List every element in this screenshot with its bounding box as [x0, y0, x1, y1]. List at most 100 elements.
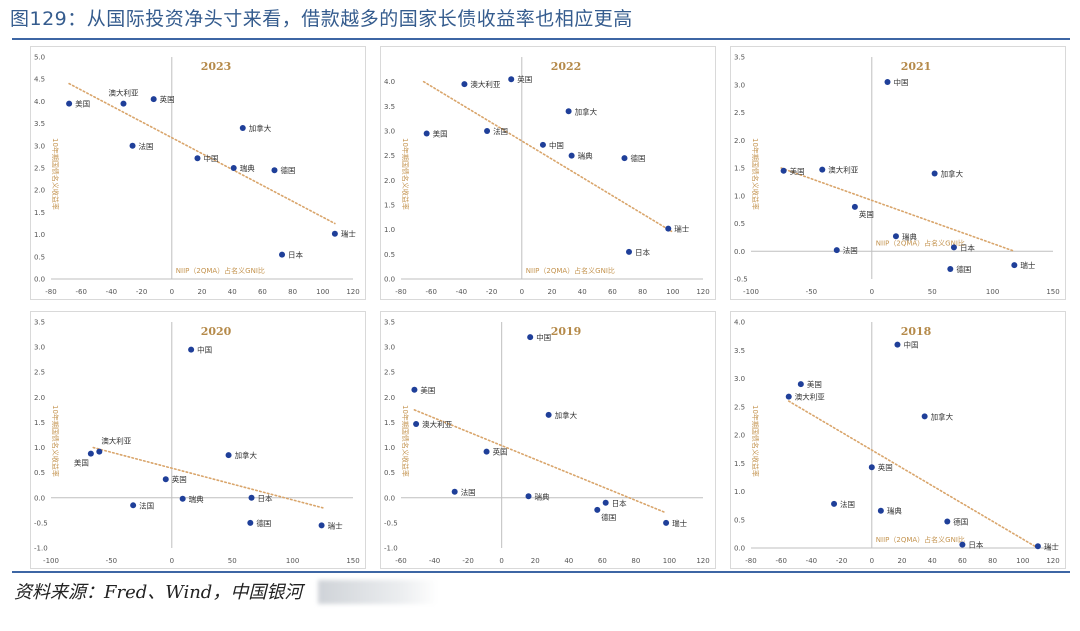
point-label: 瑞士 [672, 518, 688, 528]
x-tick-label: 150 [1046, 288, 1059, 296]
x-tick-label: 120 [696, 557, 709, 565]
y-tick-label: 0.5 [734, 220, 745, 228]
point-label: 美国 [433, 128, 448, 138]
y-tick-label: 5.0 [34, 54, 45, 62]
point-label: 日本 [288, 250, 303, 260]
x-tick-label: 0 [870, 557, 874, 565]
y-axis-title-text: 10年期国债名义收益率 [401, 405, 410, 477]
y-tick-label: 3.5 [34, 319, 45, 327]
x-tick-label: -60 [75, 288, 86, 296]
point-label: 瑞典 [902, 231, 917, 241]
x-tick-label: 60 [958, 557, 967, 565]
point-label: 美国 [807, 379, 822, 389]
point-label: 中国 [203, 153, 218, 163]
point-label: 美国 [74, 458, 89, 468]
data-point [931, 170, 938, 177]
data-point [780, 167, 787, 174]
data-point [626, 248, 633, 255]
chart-title: 2020 [201, 325, 232, 338]
trend-line [422, 80, 674, 233]
x-tick-label: 120 [346, 288, 359, 296]
x-tick-label: 60 [608, 288, 617, 296]
data-point [188, 346, 195, 353]
data-point [797, 381, 804, 388]
point-label: 澳大利亚 [470, 79, 500, 89]
panel-2023: 0.0 0.5 1.0 1.5 2.0 2.5 3.0 3.5 4.0 4.5 5.0 -80 -60 -… [30, 46, 366, 300]
point-label: 英国 [878, 462, 893, 472]
x-tick-label: 20 [898, 557, 907, 565]
data-point [950, 244, 957, 251]
trend-line [92, 446, 324, 509]
data-point [150, 96, 157, 103]
point-label: 英国 [517, 74, 532, 84]
x-tick-label: 40 [228, 288, 237, 296]
data-point [565, 108, 572, 115]
point-label: 日本 [635, 247, 650, 257]
x-tick-label: 100 [286, 557, 299, 565]
data-point [318, 522, 325, 529]
data-point [179, 495, 186, 502]
y-tick-label: 2.0 [34, 187, 45, 195]
y-tick-label: 2.5 [734, 109, 745, 117]
source-redaction [318, 580, 438, 604]
y-tick-label: 3.0 [34, 142, 45, 150]
y-tick-label: 3.5 [734, 54, 745, 62]
y-axis-title-text: 10年期国债名义收益率 [751, 138, 760, 210]
panel-2021: -0.5 0.0 0.5 1.0 1.5 2.0 2.5 3.0 3.5 -100 -50 0 50 10… [730, 46, 1066, 300]
x-axis-title: NIIP（2QMA）占名义GNI比 [876, 238, 965, 247]
x-tick-label: 100 [1016, 557, 1029, 565]
y-tick-label: 1.5 [384, 419, 395, 427]
data-point [921, 413, 928, 420]
y-tick-label: 3.0 [734, 81, 745, 89]
point-label: 澳大利亚 [101, 436, 131, 446]
data-point [894, 341, 901, 348]
x-tick-label: -40 [806, 557, 817, 565]
point-label: 法国 [840, 499, 855, 509]
y-tick-label: 0.0 [384, 276, 395, 284]
y-tick-label: 0.5 [734, 516, 745, 524]
x-tick-label: 120 [1046, 557, 1059, 565]
data-point [331, 230, 338, 237]
data-point [525, 493, 532, 500]
y-axis-title: 10年期国债名义收益率 [751, 405, 760, 477]
data-point [877, 507, 884, 514]
x-tick-label: -60 [425, 288, 436, 296]
x-tick-label: -80 [395, 288, 406, 296]
data-point [129, 142, 136, 149]
x-tick-label: 0 [520, 288, 524, 296]
trend-line [787, 400, 1039, 549]
x-tick-label: -60 [395, 557, 406, 565]
y-tick-label: 0.5 [34, 253, 45, 261]
point-label: 澳大利亚 [422, 419, 452, 429]
data-point [527, 334, 534, 341]
point-label: 英国 [493, 447, 508, 457]
trend-line [780, 167, 1016, 253]
point-label: 瑞士 [328, 520, 343, 530]
y-tick-label: 2.5 [34, 165, 45, 173]
x-tick-label: 80 [631, 557, 640, 565]
y-axis-title: 10年期国债名义收益率 [401, 138, 410, 210]
point-label: 瑞士 [1044, 541, 1059, 551]
y-tick-label: 0.0 [734, 545, 745, 553]
x-tick-label: -50 [106, 557, 117, 565]
y-tick-label: 4.0 [734, 319, 745, 327]
y-tick-label: 1.0 [384, 444, 395, 452]
data-point [87, 450, 94, 457]
x-tick-label: 0 [870, 288, 874, 296]
point-label: 法国 [843, 245, 858, 255]
point-label: 英国 [859, 209, 874, 219]
data-point [819, 166, 826, 173]
data-point [225, 452, 232, 459]
x-tick-label: -50 [806, 288, 817, 296]
y-tick-label: 1.0 [34, 231, 45, 239]
point-label: 澳大利亚 [795, 392, 825, 402]
data-point [621, 155, 628, 162]
point-label: 法国 [493, 126, 508, 136]
y-tick-label: 2.5 [384, 152, 395, 160]
data-point [944, 518, 951, 525]
x-tick-label: 100 [986, 288, 999, 296]
y-tick-label: 4.5 [34, 76, 45, 84]
chart-title: 2021 [901, 60, 932, 73]
data-point [663, 519, 670, 526]
point-label: 加拿大 [235, 450, 258, 460]
